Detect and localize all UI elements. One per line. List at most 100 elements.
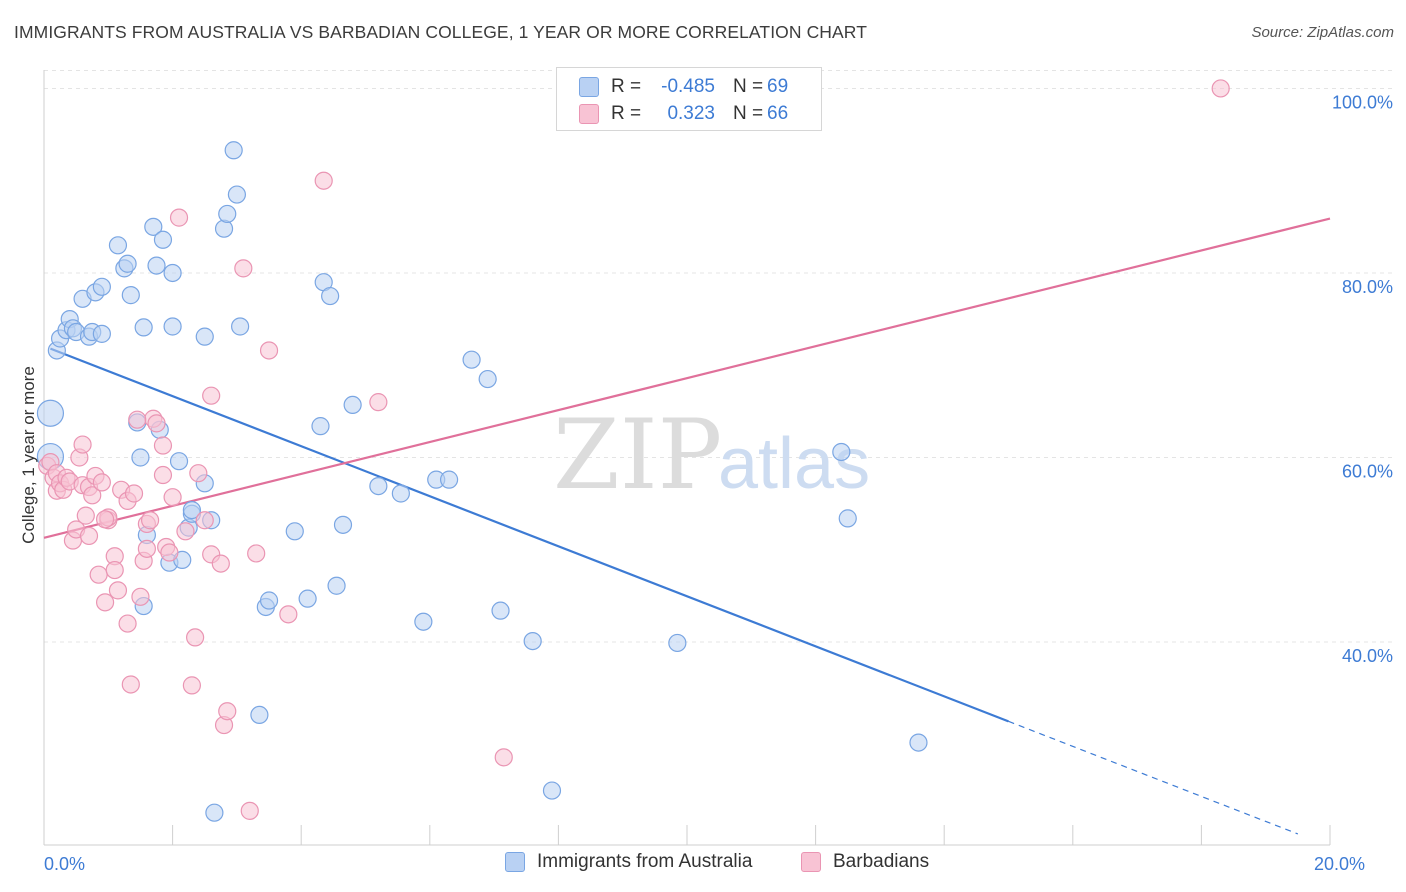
point-barbadians [247, 544, 266, 563]
point-australia [163, 263, 182, 283]
point-barbadians [95, 593, 115, 612]
point-barbadians [121, 675, 140, 694]
legend-r-value: 0.323 [667, 103, 715, 124]
point-barbadians [153, 436, 173, 455]
point-australia [909, 733, 928, 752]
point-australia [227, 185, 246, 204]
y-tick-label: 100.0% [1332, 92, 1393, 112]
point-australia [285, 522, 304, 541]
watermark-zip: ZIP [553, 399, 722, 511]
y-tick-label: 40.0% [1342, 646, 1393, 666]
point-australia [832, 442, 851, 462]
legend-n-value: 66 [767, 103, 789, 124]
axes [43, 70, 1331, 846]
point-barbadians [153, 465, 173, 485]
point-barbadians [234, 259, 253, 278]
point-australia [838, 509, 857, 528]
legend-n-value: 69 [767, 76, 789, 97]
point-barbadians [83, 486, 102, 505]
point-australia [523, 632, 542, 651]
point-barbadians [147, 414, 166, 433]
y-tick-label: 80.0% [1342, 277, 1393, 297]
point-australia [36, 399, 65, 427]
point-barbadians [182, 676, 201, 695]
point-australia [218, 204, 237, 224]
point-australia [163, 317, 182, 336]
point-barbadians [76, 506, 95, 525]
point-barbadians [160, 543, 179, 562]
legend-r-label: R = [611, 76, 642, 97]
series-label-australia: Immigrants from Australia [537, 851, 753, 872]
point-australia [108, 236, 128, 255]
point-australia [205, 803, 224, 822]
point-barbadians [73, 435, 92, 454]
point-barbadians [176, 522, 195, 541]
legend-swatch-pink [579, 104, 599, 124]
grid-lines [44, 69, 1394, 643]
trend-line-barbadians [43, 217, 1331, 539]
point-barbadians [240, 801, 259, 820]
legend-swatch-blue [579, 77, 599, 97]
point-australia [321, 286, 340, 306]
watermark: ZIP atlas [553, 399, 870, 511]
point-australia [121, 286, 140, 305]
point-australia [147, 256, 166, 275]
legend-row-australia: R = -0.485 N = 69 [579, 75, 788, 99]
legend-n-label: N = [733, 76, 764, 97]
point-barbadians [108, 581, 128, 600]
x-tick-label: 0.0% [44, 854, 85, 874]
point-australia [439, 470, 459, 489]
point-barbadians [92, 473, 111, 492]
point-barbadians [211, 554, 230, 573]
point-australia [333, 515, 353, 534]
point-barbadians [218, 702, 237, 721]
x-tick-label: 20.0% [1314, 854, 1365, 874]
series-legend-barbadians: Barbadians [801, 851, 929, 873]
point-australia [343, 395, 362, 415]
point-barbadians [259, 341, 279, 360]
point-australia [169, 452, 189, 471]
series-label-barbadians: Barbadians [833, 851, 930, 872]
tick-labels: 40.0% 60.0% 80.0% 100.0% 0.0% 20.0% [44, 92, 1393, 874]
point-australia [259, 591, 279, 610]
point-australia [92, 324, 111, 343]
legend-r-value: -0.485 [661, 76, 715, 97]
point-australia [391, 484, 410, 503]
point-australia [195, 327, 214, 346]
point-barbadians [128, 410, 147, 429]
series-legend-australia: Immigrants from Australia [505, 851, 752, 873]
point-australia [153, 230, 173, 249]
trend-lines [43, 217, 1331, 835]
point-australia [298, 589, 317, 608]
point-barbadians [279, 605, 298, 624]
point-australia [668, 633, 687, 653]
point-australia [92, 277, 111, 296]
point-barbadians [137, 539, 156, 558]
point-barbadians [369, 393, 388, 412]
point-australia [224, 141, 243, 160]
y-tick-label: 60.0% [1342, 462, 1393, 482]
point-australia [131, 448, 150, 467]
point-australia [414, 612, 433, 631]
point-australia [231, 317, 250, 336]
point-barbadians [105, 560, 124, 580]
point-barbadians [314, 171, 333, 190]
point-australia [542, 781, 562, 800]
point-barbadians [89, 565, 108, 584]
point-barbadians [169, 208, 189, 227]
point-australia [311, 417, 330, 436]
trend-line-australia-extension [1008, 720, 1299, 835]
trend-line-australia [50, 347, 1009, 723]
legend-n-label: N = [733, 103, 764, 124]
point-australia [369, 477, 388, 496]
point-australia [134, 318, 153, 337]
legend-row-barbadians: R = 0.323 N = 66 [579, 102, 788, 126]
point-australia [462, 350, 481, 369]
point-barbadians [124, 484, 144, 503]
point-barbadians [202, 386, 221, 405]
series-swatch-blue [505, 852, 525, 872]
point-australia [214, 219, 234, 238]
y-axis-label: College, 1 year or more [19, 366, 38, 544]
point-australia [327, 576, 346, 595]
